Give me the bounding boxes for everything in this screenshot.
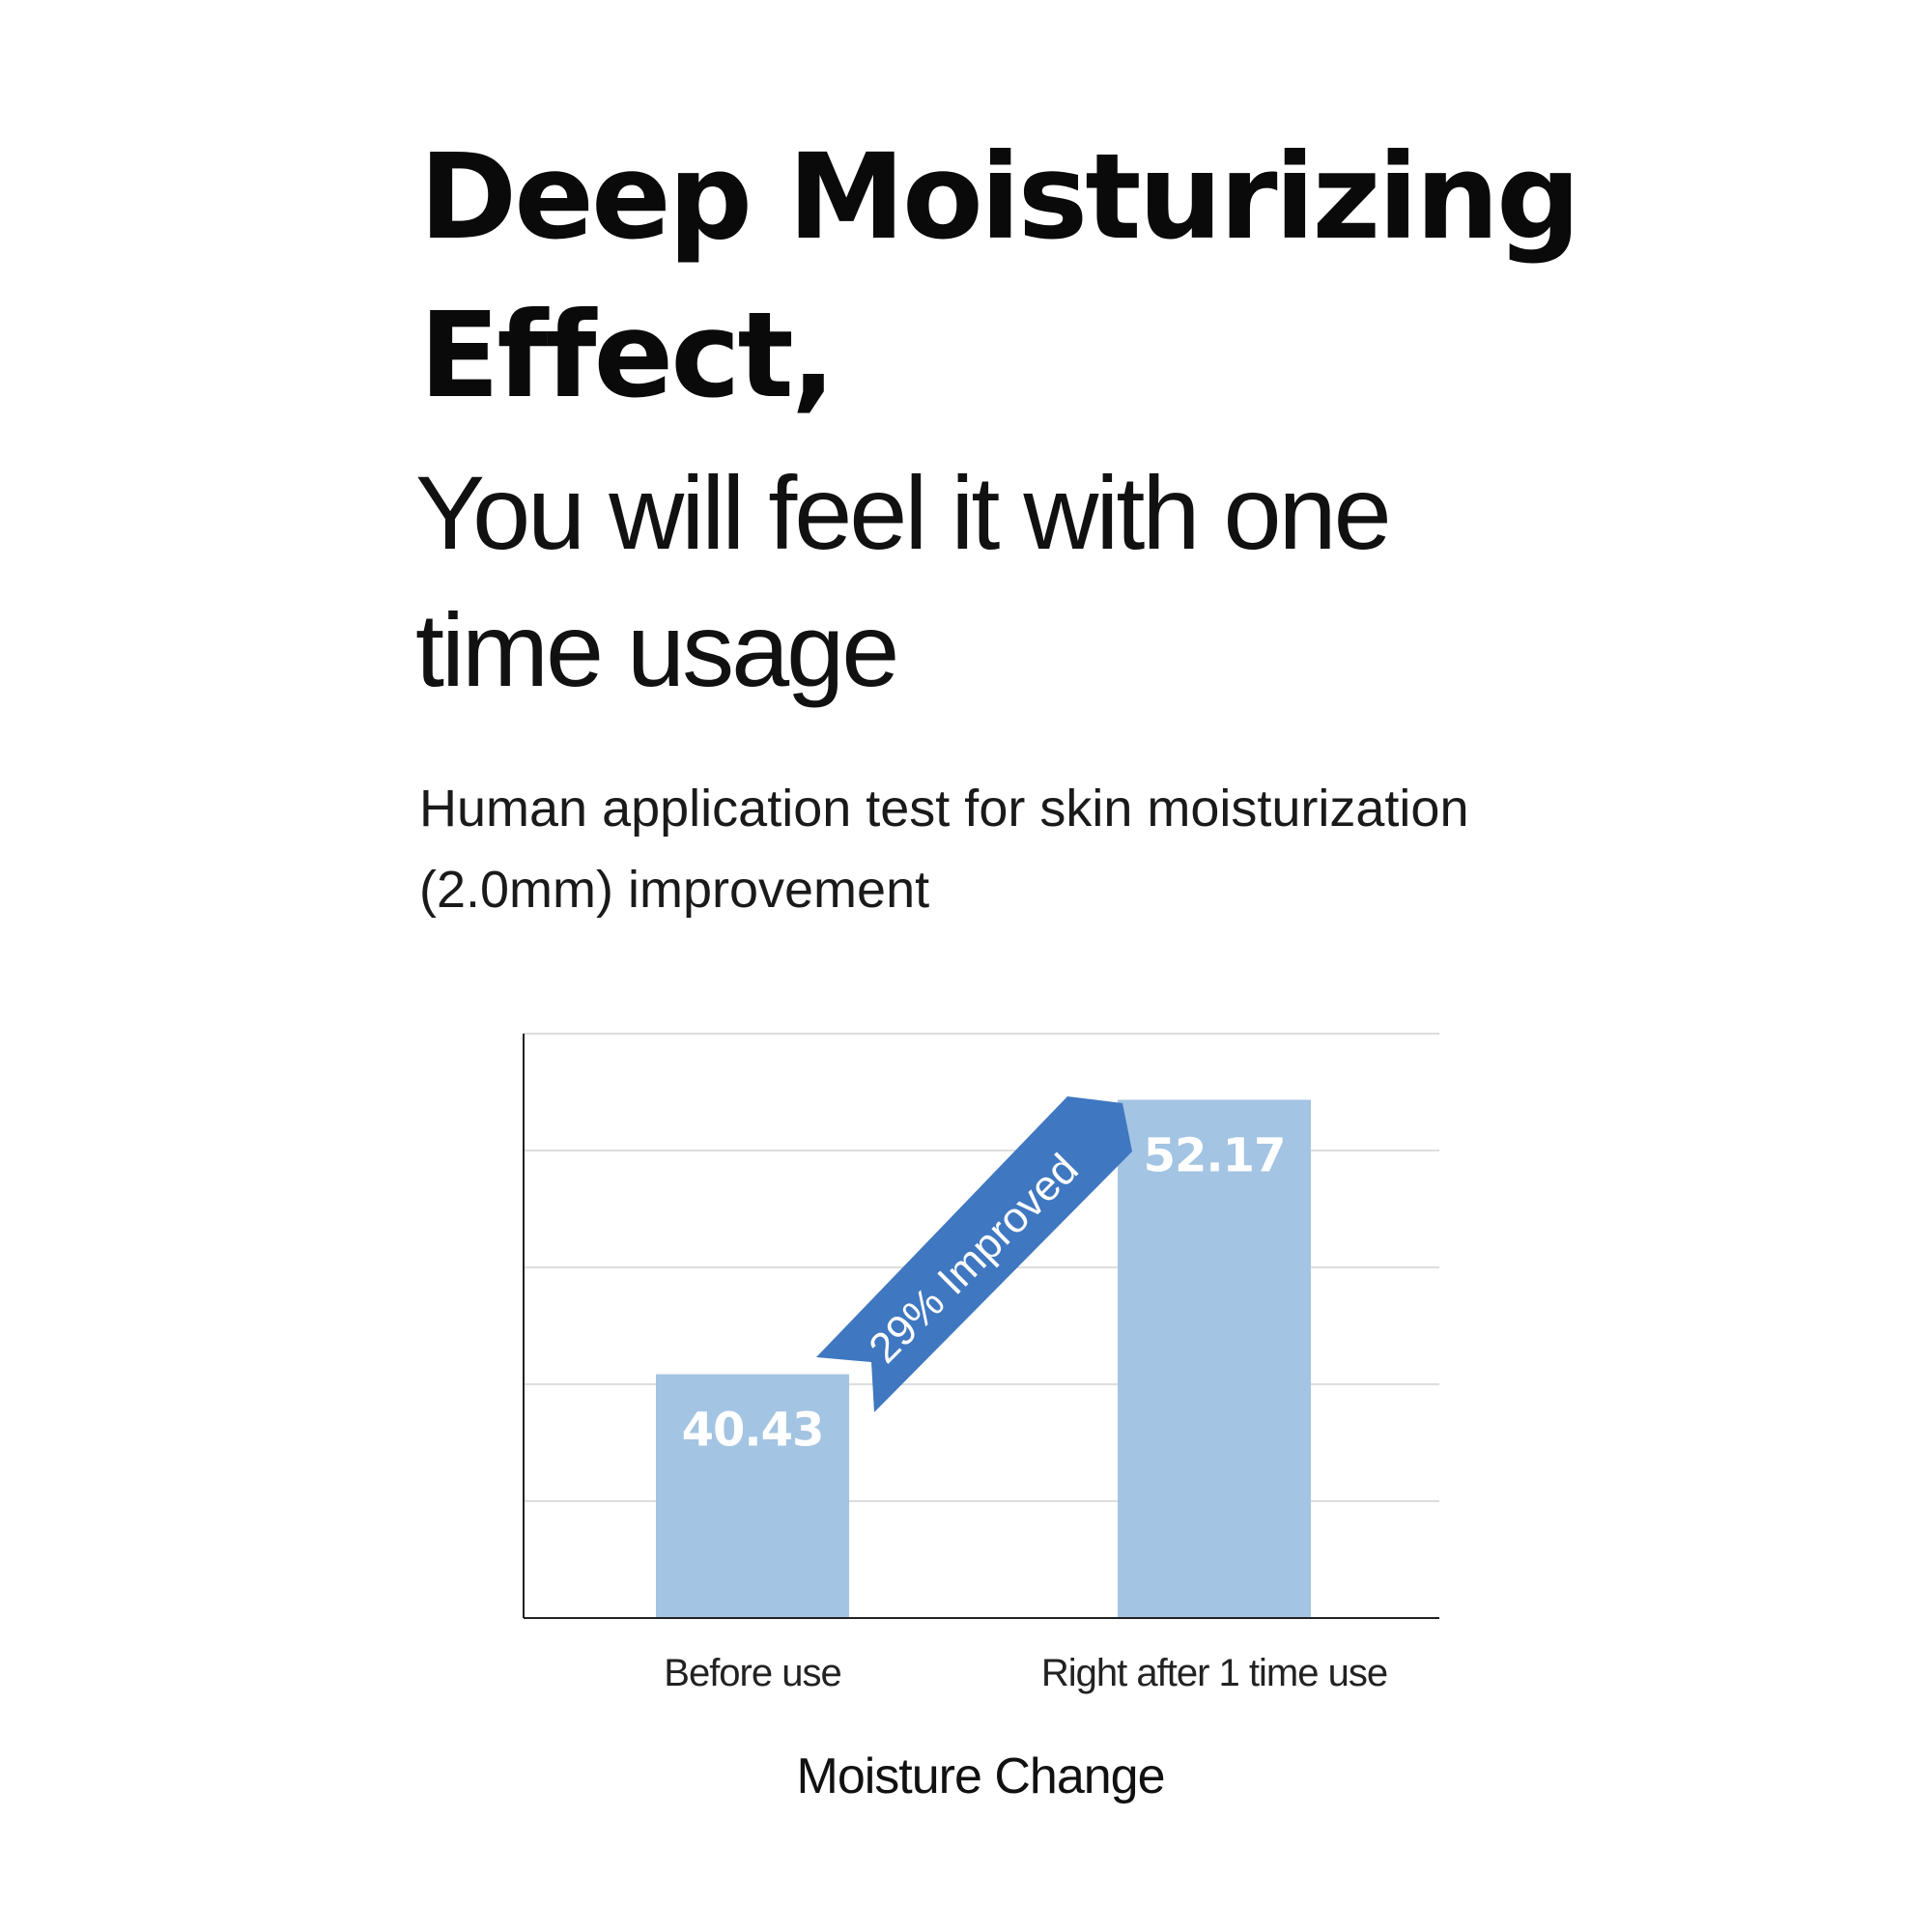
improvement-arrow (816, 1096, 1132, 1412)
headline-line-2: Effect, (419, 287, 836, 424)
x-tick-label: Right after 1 time use (1041, 1652, 1387, 1694)
labels: 40.43 Before use 52.17 Right after 1 time u… (664, 1128, 1388, 1694)
improvement-arrow-group: 29% Improved (816, 1096, 1132, 1412)
test-caption: Human application test for skin moisturi… (419, 768, 1469, 930)
axes (523, 1034, 1439, 1619)
caption-line-1: Human application test for skin moisturi… (419, 780, 1469, 838)
bar-data-label: 52.17 (1144, 1128, 1286, 1182)
bar (656, 1374, 849, 1618)
subheadline: You will feel it with one time usage (415, 444, 1392, 719)
headline-line-1: Deep Moisturizing (419, 128, 1580, 266)
bar-data-label: 40.43 (682, 1404, 824, 1458)
x-axis-title: Moisture Change (797, 1748, 1165, 1804)
bars (656, 1099, 1311, 1618)
subheadline-line-2: time usage (415, 591, 899, 708)
x-tick-label: Before use (664, 1652, 840, 1694)
improvement-label: 29% Improved (860, 1145, 1087, 1372)
subheadline-line-1: You will feel it with one (415, 454, 1392, 571)
headline: Deep Moisturizing Effect, (419, 118, 1580, 435)
caption-line-2: (2.0mm) improvement (419, 861, 930, 919)
bar (1118, 1099, 1311, 1618)
